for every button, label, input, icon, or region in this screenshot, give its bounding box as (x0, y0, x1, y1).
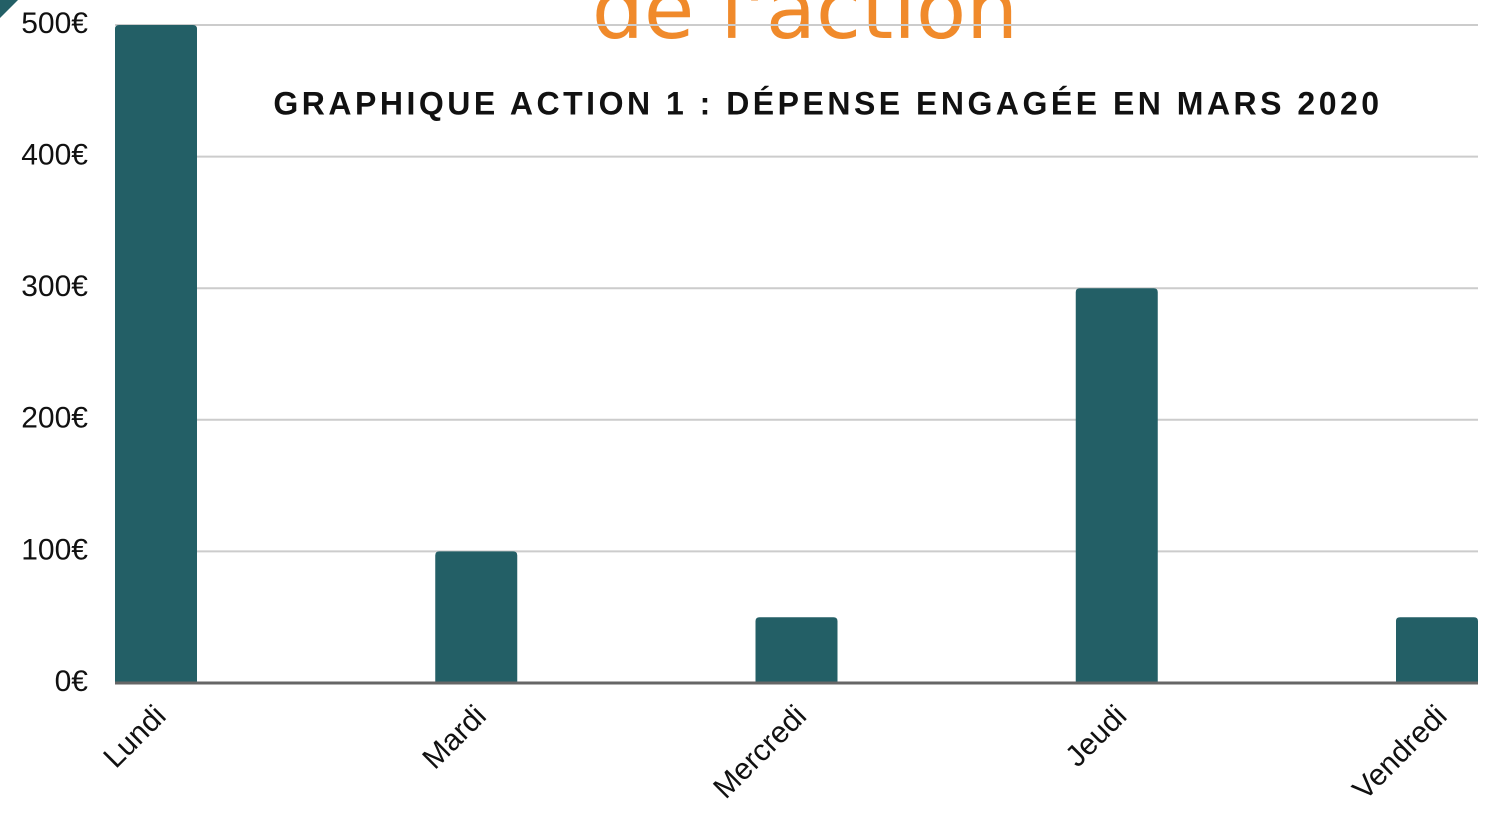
bar (755, 617, 838, 683)
x-tick-label: Mercredi (707, 699, 813, 805)
x-tick-label: Jeudi (1059, 699, 1133, 773)
y-tick-label: 0€ (55, 665, 89, 698)
bar (435, 551, 518, 683)
heading: de l'action (592, 0, 1018, 58)
y-tick-label: 100€ (21, 533, 88, 566)
corner-decoration (0, 0, 18, 18)
x-tick-label: Mardi (416, 699, 492, 775)
bars (115, 25, 1478, 683)
y-tick-label: 500€ (21, 7, 88, 40)
grid (115, 24, 1478, 684)
y-tick-label: 400€ (21, 139, 88, 172)
chart-title: GRAPHIQUE ACTION 1 : DÉPENSE ENGAGÉE EN … (273, 85, 1382, 121)
bar (1396, 617, 1478, 683)
bar (115, 25, 197, 683)
bar (1075, 288, 1158, 683)
x-tick-label: Vendredi (1346, 699, 1453, 806)
x-tick-label: Lundi (97, 699, 172, 774)
y-tick-label: 300€ (21, 270, 88, 303)
y-tick-label: 200€ (21, 402, 88, 435)
